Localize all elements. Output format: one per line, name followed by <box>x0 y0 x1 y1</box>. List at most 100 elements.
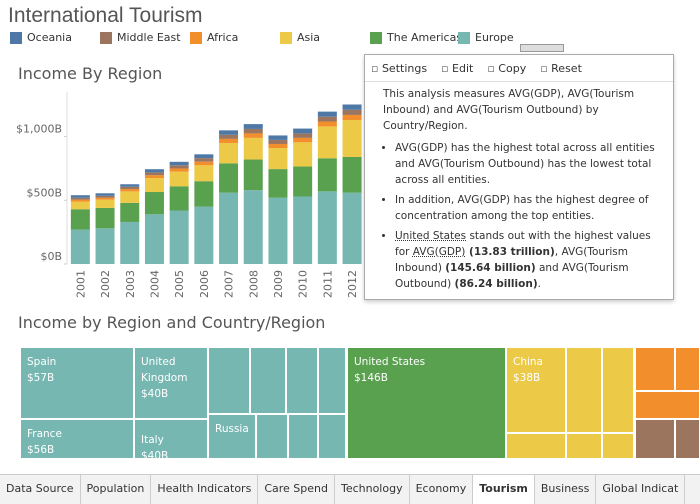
bar-segment[interactable] <box>194 161 214 166</box>
cell[interactable]: Italy $40B <box>134 419 208 462</box>
bar-segment[interactable] <box>317 126 337 159</box>
bar-segment[interactable] <box>120 202 140 222</box>
bar-segment[interactable] <box>194 181 214 207</box>
bar-segment[interactable] <box>70 209 90 230</box>
bar-segment[interactable] <box>293 137 313 143</box>
bar-segment[interactable] <box>70 201 90 210</box>
bar-segment[interactable] <box>293 133 313 138</box>
bar-segment[interactable] <box>194 206 214 264</box>
bar-segment[interactable] <box>268 135 288 140</box>
cell[interactable]: United Kingdom $40B <box>134 347 208 419</box>
bar-segment[interactable] <box>194 154 214 159</box>
bar-segment[interactable] <box>243 137 263 160</box>
bar-segment[interactable] <box>169 210 189 264</box>
legend-item[interactable]: Africa <box>190 31 238 44</box>
cell-value: $57B <box>27 372 55 384</box>
cell[interactable]: China $38B <box>506 347 566 433</box>
cell[interactable]: Russia <box>208 414 256 459</box>
bar-segment[interactable] <box>169 168 189 172</box>
bar-segment[interactable] <box>169 186 189 211</box>
bar-segment[interactable] <box>169 165 189 169</box>
bar-segment[interactable] <box>342 192 362 264</box>
bar-segment[interactable] <box>268 143 288 149</box>
bar-segment[interactable] <box>169 161 189 166</box>
cell[interactable]: United States $146B <box>347 347 506 459</box>
bar-segment[interactable] <box>120 189 140 192</box>
bar-segment[interactable] <box>293 166 313 197</box>
bar-segment[interactable] <box>293 142 313 167</box>
bar-segment[interactable] <box>317 116 337 122</box>
bar-segment[interactable] <box>120 186 140 190</box>
sheet-tab[interactable]: Global Indicat <box>596 475 686 504</box>
bar-segment[interactable] <box>120 191 140 203</box>
bar-segment[interactable] <box>70 195 90 198</box>
sheet-tab[interactable]: Tourism <box>473 475 535 504</box>
bar-segment[interactable] <box>95 199 115 208</box>
bar-segment[interactable] <box>317 121 337 127</box>
bar-segment[interactable] <box>219 134 239 139</box>
legend-item[interactable]: Asia <box>280 31 320 44</box>
toolbar-button[interactable]: Reset <box>540 62 582 75</box>
bar-segment[interactable] <box>342 120 362 157</box>
bar-segment[interactable] <box>268 139 288 144</box>
sheet-tab[interactable]: Care Spend <box>258 475 335 504</box>
bar-segment[interactable] <box>219 163 239 193</box>
sheet-tab[interactable]: Health Indicators <box>151 475 259 504</box>
sheet-tab[interactable]: Economy <box>410 475 474 504</box>
bar-segment[interactable] <box>194 158 214 162</box>
bar-segment[interactable] <box>219 142 239 164</box>
bar-segment[interactable] <box>144 214 164 264</box>
bar-segment[interactable] <box>243 133 263 138</box>
bar-segment[interactable] <box>194 165 214 182</box>
bar-segment[interactable] <box>268 169 288 198</box>
bar-segment[interactable] <box>144 175 164 178</box>
bar-segment[interactable] <box>144 169 164 173</box>
sheet-tab[interactable]: Technology <box>335 475 410 504</box>
bar-segment[interactable] <box>317 111 337 117</box>
sheet-tab[interactable]: Population <box>81 475 152 504</box>
bar-segment[interactable] <box>70 199 90 202</box>
bar-segment[interactable] <box>120 221 140 264</box>
legend-item[interactable]: Middle East <box>100 31 181 44</box>
bar-segment[interactable] <box>293 196 313 264</box>
bar-segment[interactable] <box>95 195 115 198</box>
bar-segment[interactable] <box>342 109 362 115</box>
bar-segment[interactable] <box>169 171 189 187</box>
drag-handle[interactable] <box>520 44 564 52</box>
bar-segment[interactable] <box>219 130 239 135</box>
bar-segment[interactable] <box>268 148 288 170</box>
sheet-tab[interactable]: Business <box>535 475 597 504</box>
legend-item[interactable]: Oceania <box>10 31 72 44</box>
bar-segment[interactable] <box>95 228 115 264</box>
bar-segment[interactable] <box>70 229 90 264</box>
bar-segment[interactable] <box>144 178 164 193</box>
bar-segment[interactable] <box>342 104 362 110</box>
bar-segment[interactable] <box>144 192 164 215</box>
bar-segment[interactable] <box>95 197 115 200</box>
cell[interactable]: France $56B <box>20 419 134 459</box>
bar-segment[interactable] <box>120 184 140 187</box>
legend-item[interactable]: The Americas <box>370 31 462 44</box>
cell[interactable]: Spain $57B <box>20 347 134 419</box>
bar-segment[interactable] <box>70 197 90 200</box>
bar-segment[interactable] <box>243 159 263 191</box>
bar-segment[interactable] <box>144 172 164 176</box>
bar-segment[interactable] <box>243 190 263 264</box>
bar-segment[interactable] <box>293 128 313 134</box>
toolbar-button[interactable]: Edit <box>441 62 473 75</box>
bar-segment[interactable] <box>243 128 263 134</box>
bar-segment[interactable] <box>95 193 115 196</box>
bar-segment[interactable] <box>342 114 362 121</box>
toolbar-button[interactable]: Settings <box>371 62 427 75</box>
bar-segment[interactable] <box>342 156 362 193</box>
sheet-tab[interactable]: Data Source <box>0 475 81 504</box>
bar-segment[interactable] <box>268 197 288 264</box>
bar-segment[interactable] <box>219 192 239 264</box>
legend-item[interactable]: Europe <box>458 31 514 44</box>
bar-segment[interactable] <box>219 138 239 143</box>
bar-segment[interactable] <box>317 158 337 192</box>
bar-segment[interactable] <box>243 124 263 129</box>
toolbar-button[interactable]: Copy <box>487 62 526 75</box>
bar-segment[interactable] <box>317 191 337 264</box>
bar-segment[interactable] <box>95 207 115 229</box>
